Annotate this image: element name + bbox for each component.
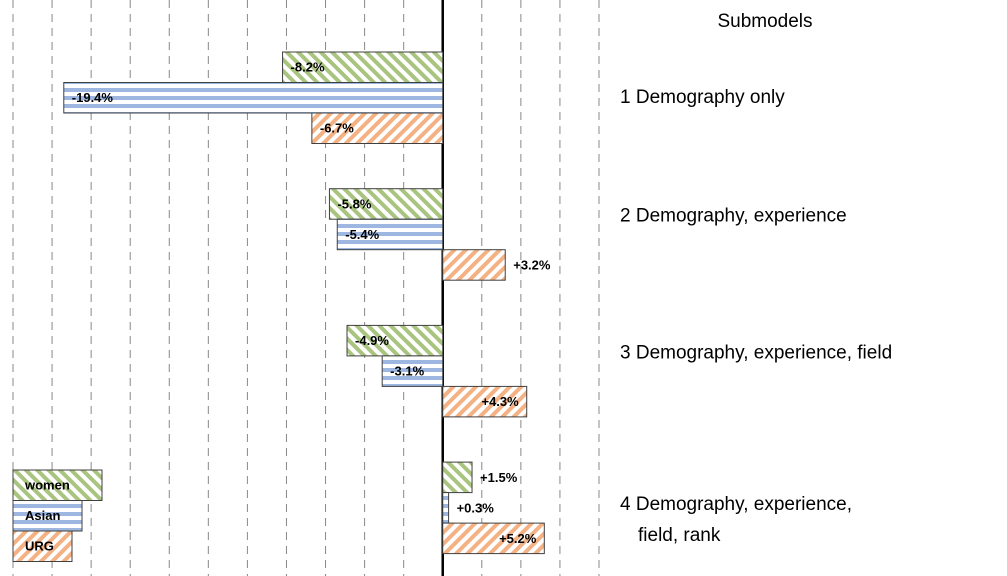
value-label: -8.2% — [291, 60, 325, 75]
category-label: 1 Demography only — [620, 87, 785, 108]
bar — [63, 82, 444, 114]
bar — [282, 51, 444, 83]
value-label: -6.7% — [320, 121, 354, 136]
legend-label: URG — [25, 538, 54, 553]
category-label: 2 Demography, experience — [620, 206, 847, 227]
legend-label: Asian — [25, 508, 60, 523]
legend-swatch — [12, 469, 103, 501]
category-label: field, rank — [638, 525, 721, 546]
bar — [442, 385, 528, 418]
bar — [336, 218, 444, 251]
legend-swatch — [12, 530, 73, 562]
value-label: +3.2% — [513, 257, 551, 272]
legend-label: women — [24, 477, 70, 492]
bar — [442, 461, 473, 494]
bar — [442, 522, 545, 555]
value-label: -3.1% — [390, 364, 424, 379]
value-label: +5.2% — [499, 531, 537, 546]
bar — [442, 249, 506, 281]
bar — [442, 492, 450, 524]
value-label: +4.3% — [481, 394, 519, 409]
bar — [311, 112, 444, 144]
value-label: -4.9% — [355, 333, 389, 348]
value-label: -19.4% — [72, 90, 114, 105]
bar — [328, 188, 444, 220]
value-label: -5.4% — [345, 227, 379, 242]
bar — [346, 324, 444, 357]
legend-swatch — [12, 500, 83, 532]
legend-title: Submodels — [717, 11, 812, 32]
value-label: +1.5% — [480, 470, 518, 485]
value-label: -5.8% — [337, 196, 371, 211]
category-label: 3 Demography, experience, field — [620, 342, 892, 363]
bar — [381, 355, 444, 387]
category-label: 4 Demography, experience, — [620, 494, 852, 515]
value-label: +0.3% — [457, 500, 495, 515]
